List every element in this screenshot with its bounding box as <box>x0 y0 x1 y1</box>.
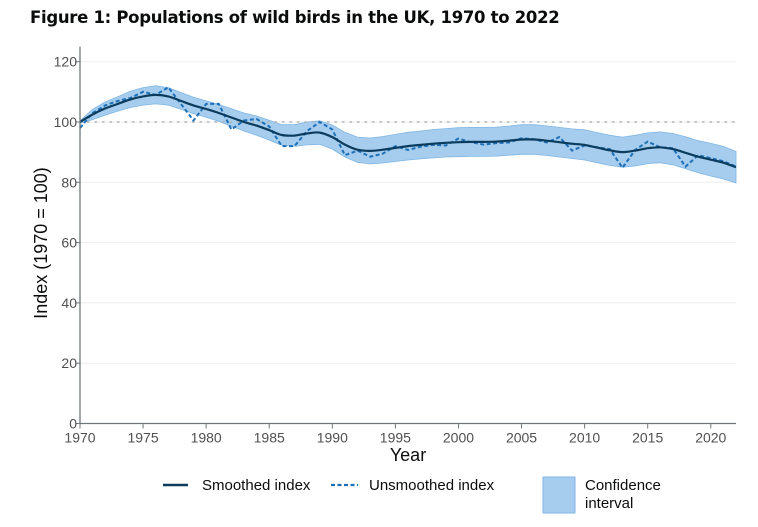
y-tick-label-60: 60 <box>61 235 77 251</box>
unsmoothed-index-line <box>79 85 737 170</box>
x-tick-label-1985: 1985 <box>254 430 285 446</box>
smoothed-index-line <box>79 93 737 169</box>
y-axis-ticks: 0 20 40 60 80 100 120 <box>54 54 80 432</box>
x-axis-ticks: 1970 1975 1980 1985 1990 1995 2000 2005 2010 2015… <box>64 423 727 446</box>
x-tick-label-1990: 1990 <box>317 430 348 446</box>
y-tick-label-80: 80 <box>61 174 77 190</box>
x-tick-label-2015: 2015 <box>632 430 663 446</box>
legend-ci-swatch <box>542 476 576 514</box>
y-tick-label-0: 0 <box>69 416 77 432</box>
legend-smoothed-label: Smoothed index <box>202 477 311 494</box>
x-tick-label-1970: 1970 <box>64 430 95 446</box>
legend-unsmoothed-label: Unsmoothed index <box>369 477 495 494</box>
legend-ci-label-line1: Confidence <box>585 477 661 494</box>
x-tick-label-1995: 1995 <box>380 430 411 446</box>
legend: Smoothed index Unsmoothed index Confiden… <box>163 476 661 514</box>
x-tick-label-2020: 2020 <box>695 430 726 446</box>
y-axis-title: Index (1970 = 100) <box>31 167 51 319</box>
y-tick-label-20: 20 <box>61 355 77 371</box>
axes <box>79 46 736 425</box>
x-tick-label-1980: 1980 <box>191 430 222 446</box>
gridlines <box>80 61 736 364</box>
legend-ci-label-line2: interval <box>585 495 633 512</box>
x-tick-label-2005: 2005 <box>506 430 537 446</box>
x-tick-label-2000: 2000 <box>443 430 474 446</box>
x-tick-label-1975: 1975 <box>127 430 158 446</box>
y-tick-label-120: 120 <box>54 54 78 70</box>
x-axis-title: Year <box>390 445 426 465</box>
chart-title: Figure 1: Populations of wild birds in t… <box>30 8 560 27</box>
y-tick-label-40: 40 <box>61 295 77 311</box>
x-tick-label-2010: 2010 <box>569 430 600 446</box>
y-tick-label-100: 100 <box>54 114 78 130</box>
